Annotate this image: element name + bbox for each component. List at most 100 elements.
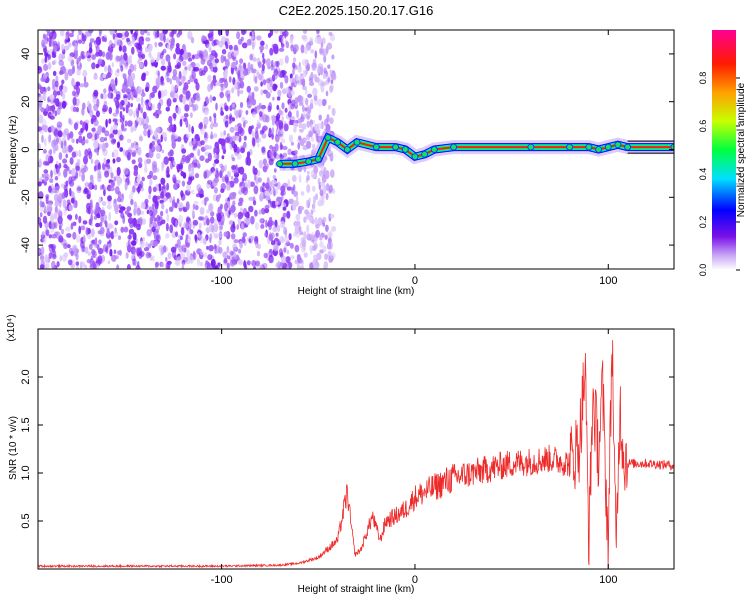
noise-blob <box>231 103 235 109</box>
noise-blob <box>239 64 242 73</box>
noise-blob <box>54 221 58 229</box>
noise-blob <box>213 177 219 183</box>
noise-blob <box>297 66 303 73</box>
noise-blob <box>223 231 229 237</box>
noise-blob <box>156 30 160 38</box>
noise-blob <box>160 210 164 217</box>
noise-blob <box>175 46 181 55</box>
noise-blob <box>100 214 104 223</box>
noise-blob <box>78 149 81 157</box>
noise-blob <box>196 95 201 102</box>
noise-blob <box>259 111 263 118</box>
noise-blob <box>98 30 103 35</box>
noise-blob <box>63 189 68 198</box>
x-tick-label: 100 <box>599 275 617 287</box>
noise-blob <box>192 250 196 260</box>
noise-blob <box>65 226 71 232</box>
noise-blob <box>177 165 183 172</box>
noise-blob <box>145 37 151 42</box>
noise-blob <box>76 34 80 42</box>
noise-blob <box>224 68 228 76</box>
noise-blob <box>98 239 102 245</box>
trace-point <box>595 146 603 153</box>
noise-blob <box>221 155 225 160</box>
noise-blob <box>159 52 164 60</box>
noise-blob <box>58 162 62 169</box>
noise-blob <box>238 197 244 203</box>
noise-blob <box>151 145 156 153</box>
noise-blob <box>231 157 236 162</box>
noise-blob <box>46 31 53 37</box>
noise-blob <box>190 164 195 172</box>
noise-blob <box>209 62 213 70</box>
noise-blob <box>104 214 108 221</box>
noise-blob <box>137 59 141 65</box>
noise-blob <box>48 234 52 239</box>
noise-blob <box>232 200 236 207</box>
noise-blob <box>70 250 74 257</box>
noise-blob <box>155 261 160 268</box>
noise-blob <box>290 141 294 146</box>
noise-blob <box>98 143 102 150</box>
noise-blob <box>225 44 229 49</box>
noise-blob <box>155 77 160 86</box>
noise-blob <box>241 42 248 49</box>
noise-blob <box>187 31 193 40</box>
noise-blob <box>152 221 158 228</box>
colorbar-tick-label: 0.6 <box>698 120 708 133</box>
noise-blob <box>76 86 80 95</box>
noise-blob <box>99 226 105 235</box>
noise-blob <box>314 76 320 83</box>
noise-blob <box>258 45 265 51</box>
noise-blob <box>263 252 268 259</box>
noise-blob <box>87 233 92 240</box>
noise-blob <box>39 130 44 135</box>
noise-blob <box>258 209 262 215</box>
noise-blob <box>297 264 301 269</box>
noise-blob <box>226 182 231 191</box>
noise-blob <box>83 155 88 165</box>
noise-blob <box>330 79 334 84</box>
noise-blob <box>282 212 287 218</box>
noise-blob <box>201 199 206 205</box>
noise-blob <box>63 168 68 178</box>
trace-point <box>291 160 299 168</box>
noise-blob <box>313 165 319 175</box>
x-tick-label: 0 <box>412 275 418 287</box>
noise-blob <box>283 30 289 37</box>
noise-blob <box>103 65 108 72</box>
noise-blob <box>116 177 121 187</box>
noise-blob <box>268 181 272 188</box>
noise-blob <box>101 201 107 206</box>
noise-blob <box>92 96 97 104</box>
snr-y-scale-label: (x10⁴) <box>6 314 17 341</box>
noise-blob <box>273 151 277 159</box>
noise-blob <box>62 158 68 164</box>
noise-blob <box>166 37 169 44</box>
noise-blob <box>49 94 55 101</box>
noise-blob <box>256 72 261 79</box>
noise-blob <box>67 244 71 249</box>
noise-blob <box>137 103 141 111</box>
noise-blob <box>265 91 271 99</box>
noise-blob <box>151 226 156 233</box>
noise-blob <box>200 127 206 135</box>
noise-blob <box>209 216 215 224</box>
noise-blob <box>298 210 301 215</box>
noise-blob <box>120 99 125 106</box>
colorbar-tick-label: 0.4 <box>698 168 708 181</box>
noise-blob <box>239 240 244 249</box>
noise-blob <box>120 65 124 72</box>
noise-blob <box>306 140 312 149</box>
noise-blob <box>69 179 75 187</box>
noise-blob <box>325 193 329 200</box>
noise-blob <box>117 235 122 241</box>
noise-blob <box>172 199 175 208</box>
noise-blob <box>277 181 281 190</box>
noise-blob <box>154 232 157 241</box>
noise-blob <box>275 200 279 206</box>
noise-blob <box>251 260 257 267</box>
noise-blob <box>75 165 81 172</box>
noise-blob <box>128 108 134 117</box>
noise-blob <box>93 74 98 81</box>
